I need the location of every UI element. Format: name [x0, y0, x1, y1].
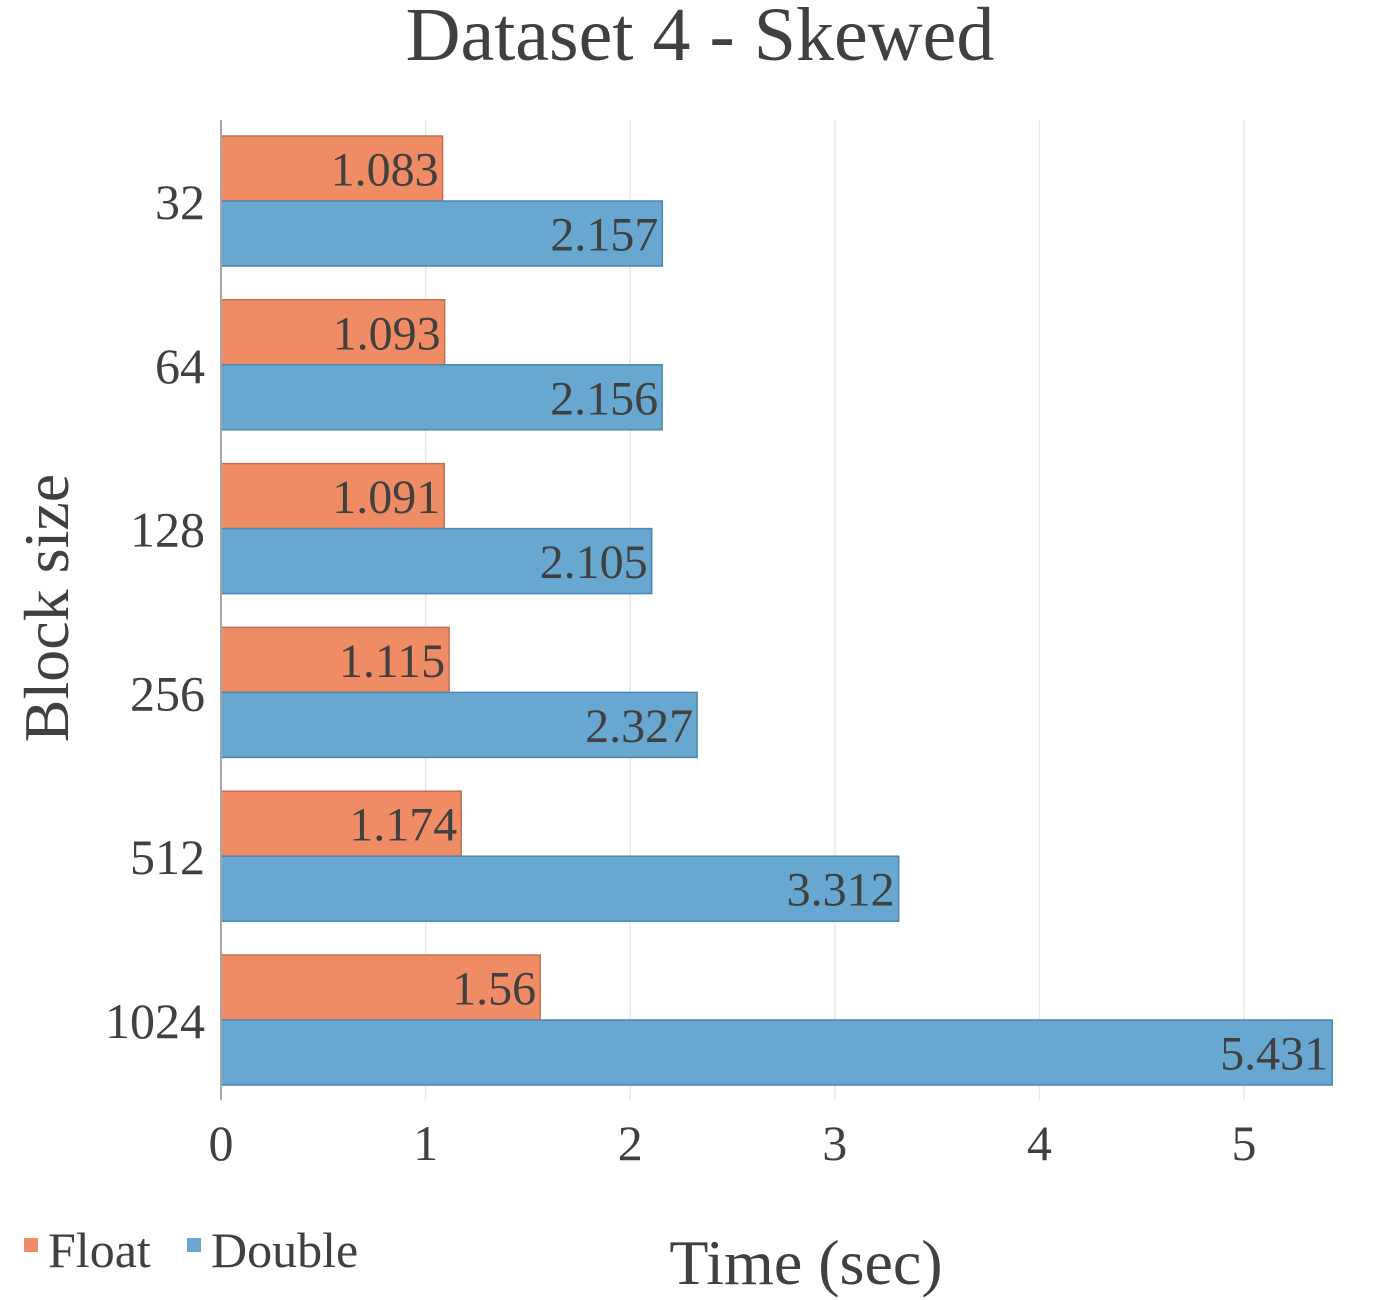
- chart-title: Dataset 4 - Skewed: [406, 0, 995, 77]
- data-label-float-256: 1.115: [339, 635, 445, 688]
- bar-double-64: [220, 364, 663, 431]
- data-labels: 1.083 2.157 1.093 2.156 1.091 2.105 1.115 2.327…: [331, 144, 1329, 1081]
- bar-float-256: [220, 626, 450, 694]
- bar-float-512: [220, 790, 462, 857]
- x-tick-4: 4: [1027, 1115, 1052, 1171]
- y-axis-title: Block size: [11, 474, 82, 742]
- bar-double-512: [220, 855, 900, 922]
- data-label-double-128: 2.105: [540, 536, 648, 589]
- bar-double-1024: [220, 1019, 1333, 1086]
- data-label-float-1024: 1.56: [452, 963, 536, 1016]
- legend-swatch-float: [24, 1238, 38, 1252]
- bars: [220, 135, 1333, 1086]
- bar-double-128: [220, 527, 653, 595]
- axes: 0 1 2 3 4 5 32 64 128 256 512 1024: [105, 120, 1257, 1171]
- bar-float-64: [220, 299, 446, 366]
- x-tick-2: 2: [618, 1115, 643, 1171]
- y-tick-256: 256: [130, 665, 205, 721]
- legend: Float Double: [24, 1222, 358, 1278]
- data-label-double-64: 2.156: [550, 372, 658, 425]
- y-tick-1024: 1024: [105, 993, 205, 1049]
- bar-float-1024: [220, 954, 541, 1021]
- bar-float-32: [220, 135, 444, 202]
- y-tick-512: 512: [130, 829, 205, 885]
- x-tick-3: 3: [822, 1115, 847, 1171]
- x-tick-5: 5: [1232, 1115, 1257, 1171]
- data-label-double-1024: 5.431: [1220, 1028, 1328, 1081]
- legend-label-float: Float: [48, 1222, 151, 1278]
- x-tick-1: 1: [413, 1115, 438, 1171]
- data-label-float-32: 1.083: [331, 144, 439, 197]
- y-tick-32: 32: [155, 174, 205, 230]
- x-tick-0: 0: [209, 1115, 234, 1171]
- bar-double-256: [220, 691, 698, 759]
- data-label-double-256: 2.327: [585, 700, 693, 753]
- data-label-float-64: 1.093: [333, 307, 441, 360]
- bar-float-128: [220, 462, 445, 530]
- data-label-double-512: 3.312: [787, 864, 895, 917]
- data-label-double-32: 2.157: [550, 209, 658, 262]
- legend-label-double: Double: [211, 1222, 358, 1278]
- data-label-float-512: 1.174: [349, 799, 457, 852]
- grid: [424, 120, 1245, 1100]
- data-label-float-128: 1.091: [332, 471, 440, 524]
- x-axis-title: Time (sec): [669, 1227, 942, 1298]
- legend-swatch-double: [187, 1238, 201, 1252]
- y-tick-64: 64: [155, 338, 205, 394]
- y-tick-128: 128: [130, 502, 205, 558]
